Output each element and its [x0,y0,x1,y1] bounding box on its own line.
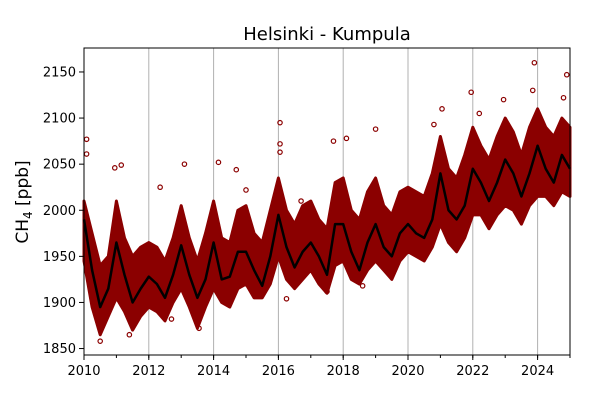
scatter-point [439,106,445,112]
scatter-point [563,71,570,78]
plot-frame [83,47,571,356]
x-tick-label: 2014 [197,364,230,379]
scatter-point [531,59,538,66]
y-tick-label: 2100 [43,112,76,127]
scatter-point [324,288,330,295]
scatter-point [529,87,536,94]
scatter-point [330,138,337,144]
x-tick-label: 2012 [132,364,165,379]
x-axis: 2010 2012 2014 2016 2018 2020 2022 2024 [67,355,571,379]
smoothed-line-group [82,144,572,309]
chart-title: Helsinki - Kumpula [243,24,410,45]
scatter-point [560,94,567,101]
scatter-density-band [82,107,572,337]
x-tick-label: 2020 [391,364,424,379]
scatter-point [118,162,125,168]
scatter-point [181,161,188,167]
scatter-point [168,316,175,322]
scatter-point [359,283,366,289]
x-tick-label: 2016 [262,364,295,379]
scatter-point [97,338,104,344]
scatter-point [277,119,283,126]
y-tick-label: 1900 [43,296,76,311]
scatter-point [283,295,290,302]
scatter-point [126,331,133,338]
scatter-point [476,110,483,117]
y-tick-label: 2000 [43,204,76,219]
x-tick-label: 2010 [67,364,100,379]
smoothed-line [82,144,572,309]
scatter-point [277,149,283,155]
scatter-point [233,166,240,173]
scatter-point [111,165,118,171]
y-label-unit: [ppb] [13,160,33,211]
scatter-point [500,96,507,103]
scatter-point [196,325,202,332]
scatter-point [277,141,283,147]
y-tick-label: 2150 [43,65,76,80]
scatter-point [157,184,163,191]
scatter-point [468,89,474,96]
scatter-outliers [83,59,570,344]
scatter-cloud [82,107,572,337]
x-tick-label: 2022 [456,364,489,379]
scatter-point [431,121,437,128]
y-axis-label: CH4 [ppb] [13,160,35,243]
y-label-sub: 4 [21,211,35,219]
scatter-point [343,135,350,142]
y-label-main: CH [13,219,33,244]
scatter-point [243,187,249,193]
scatter-point [215,159,222,166]
y-tick-label: 2050 [43,158,76,173]
scatter-point [83,136,90,143]
x-tick-label: 2024 [521,364,554,379]
scatter-point [83,151,90,157]
scatter-point [372,126,379,132]
y-tick-label: 1950 [43,250,76,265]
x-tick-label: 2018 [327,364,360,379]
scatter-point [298,198,304,204]
y-axis: 1850 1900 1950 2000 2050 2100 2150 [43,65,84,357]
y-tick-label: 1850 [43,342,76,357]
